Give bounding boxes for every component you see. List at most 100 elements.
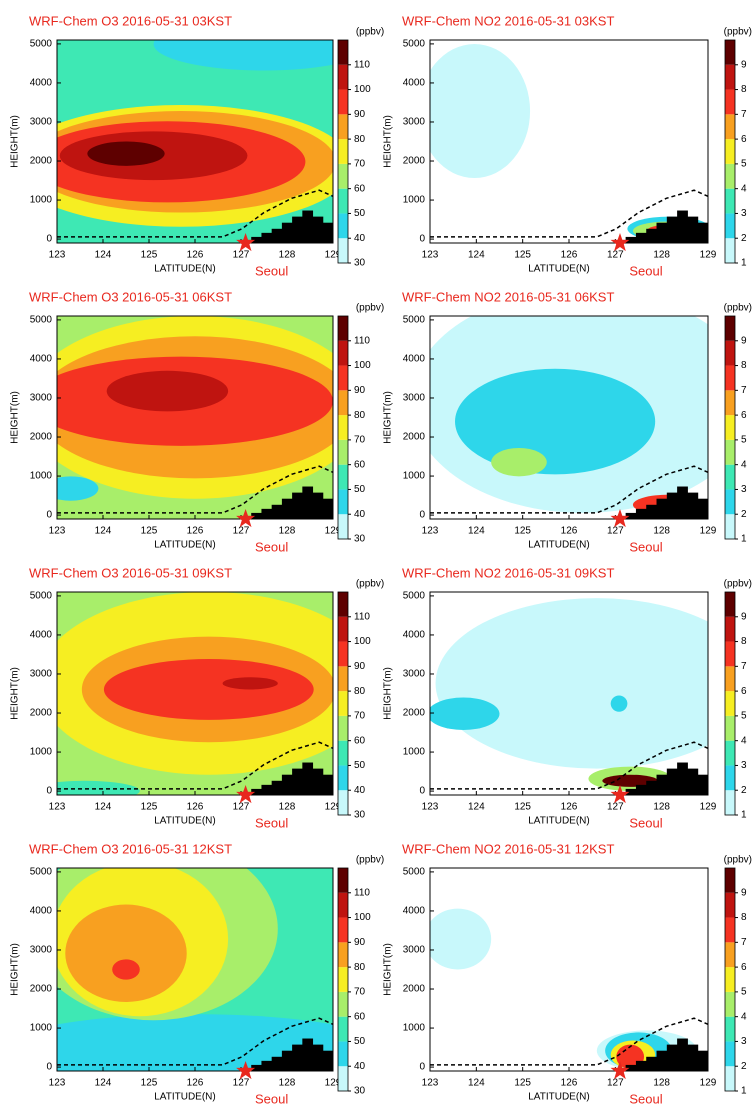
colorbar-frame xyxy=(337,591,349,816)
colorbar-band xyxy=(725,892,735,918)
x-axis-label: LATITUDE(N) xyxy=(154,816,215,827)
colorbar-label: (ppbv) xyxy=(356,579,384,590)
terrain xyxy=(666,216,678,243)
chart-title: WRF-Chem O3 2016-05-31 09KST xyxy=(29,565,232,580)
colorbar-label: (ppbv) xyxy=(356,855,384,866)
x-axis-label: LATITUDE(N) xyxy=(528,264,589,275)
colorbar-band xyxy=(338,390,348,416)
x-tick-label: 124 xyxy=(468,802,485,813)
colorbar-tick-label: 3 xyxy=(741,1036,747,1047)
contour-field xyxy=(430,592,708,795)
x-tick-label: 126 xyxy=(187,1078,204,1089)
terrain xyxy=(687,1044,699,1071)
terrain xyxy=(625,236,637,243)
terrain xyxy=(677,486,688,519)
annotation: Seoul xyxy=(629,815,662,830)
boundary-layer-line xyxy=(57,741,333,790)
boundary-layer-line xyxy=(430,465,708,514)
colorbar-tick-label: 1 xyxy=(741,1086,747,1097)
colorbar-band xyxy=(338,316,348,341)
y-axis-label: HEIGHT(m) xyxy=(10,943,21,996)
colorbar-tick-label: 1 xyxy=(741,534,747,545)
x-axis-label: LATITUDE(N) xyxy=(154,540,215,551)
x-tick-label: 127 xyxy=(607,526,624,537)
colorbar-band xyxy=(725,592,735,617)
terrain xyxy=(687,492,699,519)
y-tick-label: 4000 xyxy=(30,354,53,365)
y-tick-label: 0 xyxy=(46,234,52,245)
y-tick-label: 1000 xyxy=(403,747,426,758)
colorbar-band xyxy=(725,340,735,366)
panel: WRF-Chem O3 2016-05-31 06KST 123 124 125 126… xyxy=(10,289,385,554)
colorbar-band xyxy=(725,163,735,189)
colorbar-band xyxy=(338,340,348,366)
y-tick-label: 5000 xyxy=(403,39,426,50)
y-tick-label: 5000 xyxy=(30,591,53,602)
x-tick-label: 123 xyxy=(49,526,66,537)
colorbar-frame xyxy=(724,591,736,816)
colorbar-tick-label: 5 xyxy=(741,711,747,722)
colorbar-tick-label: 8 xyxy=(741,360,747,371)
colorbar-band xyxy=(725,616,735,642)
terrain xyxy=(302,486,314,519)
annotation: Seoul xyxy=(255,815,288,830)
contour-field xyxy=(57,316,333,519)
x-tick-label: 127 xyxy=(233,250,250,261)
seoul-marker xyxy=(236,233,256,252)
contour-field xyxy=(57,868,333,1071)
terrain xyxy=(312,216,324,243)
chart-title: WRF-Chem NO2 2016-05-31 09KST xyxy=(402,565,614,580)
x-tick-label: 128 xyxy=(279,802,296,813)
boundary-layer-line xyxy=(430,189,708,238)
colorbar-band xyxy=(725,489,735,515)
colorbar-tick-label: 90 xyxy=(354,937,366,948)
colorbar-band xyxy=(338,464,348,490)
terrain xyxy=(646,1056,658,1071)
colorbar-tick-label: 30 xyxy=(354,258,366,269)
x-tick-label: 123 xyxy=(49,1078,66,1089)
y-tick-label: 0 xyxy=(419,510,425,521)
contour-fill xyxy=(57,1014,333,1071)
terrain xyxy=(656,222,668,243)
colorbar-band xyxy=(725,316,735,341)
annotation: Seoul xyxy=(629,263,662,278)
contour-field xyxy=(430,868,708,1071)
colorbar-band xyxy=(338,139,348,164)
x-tick-label: 123 xyxy=(49,802,66,813)
seoul-marker xyxy=(236,1061,256,1080)
x-tick-label: 125 xyxy=(514,526,531,537)
boundary-layer-line xyxy=(57,1017,333,1066)
terrain xyxy=(261,508,273,519)
y-tick-label: 4000 xyxy=(30,906,53,917)
x-axis-label: LATITUDE(N) xyxy=(154,1092,215,1103)
colorbar-band xyxy=(338,991,348,1017)
x-tick-label: 129 xyxy=(700,1078,717,1089)
y-tick-label: 4000 xyxy=(403,906,426,917)
y-axis-label: HEIGHT(m) xyxy=(10,115,21,168)
colorbar-band xyxy=(338,40,348,65)
colorbar-tick-label: 40 xyxy=(354,233,366,244)
terrain xyxy=(625,512,637,519)
terrain xyxy=(322,1050,333,1071)
colorbar-tick-label: 90 xyxy=(354,109,366,120)
colorbar-band xyxy=(338,868,348,893)
colorbar-band xyxy=(338,691,348,716)
x-tick-label: 129 xyxy=(700,802,717,813)
terrain xyxy=(697,222,708,243)
colorbar-tick-label: 50 xyxy=(354,760,366,771)
seoul-marker xyxy=(236,785,256,804)
colorbar-tick-label: 100 xyxy=(354,84,371,95)
annotation: Seoul xyxy=(629,1091,662,1106)
x-tick-label: 124 xyxy=(95,526,112,537)
contour-fill xyxy=(57,780,140,795)
terrain xyxy=(625,1064,637,1071)
colorbar-label: (ppbv) xyxy=(356,303,384,314)
terrain xyxy=(292,216,303,243)
colorbar-tick-label: 60 xyxy=(354,459,366,470)
colorbar-tick-label: 30 xyxy=(354,810,366,821)
colorbar-label: (ppbv) xyxy=(356,27,384,38)
colorbar-tick-label: 7 xyxy=(741,109,747,120)
seoul-marker xyxy=(610,1061,630,1080)
terrain xyxy=(625,788,637,795)
colorbar-frame xyxy=(724,315,736,540)
